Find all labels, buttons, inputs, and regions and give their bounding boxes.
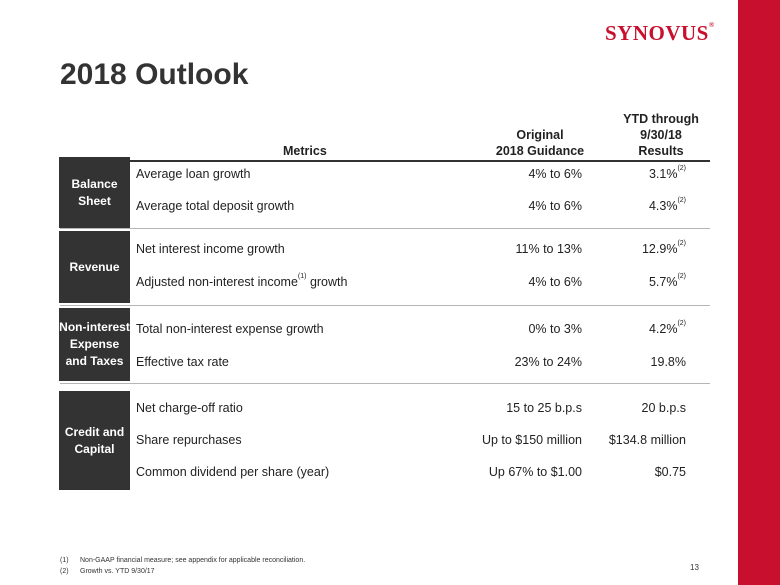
- section-divider: [60, 228, 710, 229]
- accent-bar: [738, 0, 780, 585]
- category-non-interest-expense: Non-interest Expense and Taxes: [59, 308, 130, 381]
- table-row: Average total deposit growth 4% to 6% 4.…: [136, 197, 686, 213]
- table-row: Net interest income growth 11% to 13% 12…: [136, 240, 686, 256]
- footnotes: (1) Non-GAAP financial measure; see appen…: [60, 555, 305, 577]
- header-rule: [60, 160, 710, 162]
- section-divider: [60, 305, 710, 306]
- table-row: Effective tax rate 23% to 24% 19.8%: [136, 355, 686, 369]
- table-row: Adjusted non-interest income(1) growth 4…: [136, 273, 686, 289]
- page-title: 2018 Outlook: [60, 58, 249, 91]
- original-column-header: Original 2018 Guidance: [495, 128, 585, 158]
- footnote: (1) Non-GAAP financial measure; see appen…: [60, 557, 306, 564]
- synovus-logo: SYNOVUS®: [605, 21, 715, 45]
- category-credit-and-capital: Credit and Capital: [59, 391, 130, 490]
- table-row: Total non-interest expense growth 0% to …: [136, 320, 686, 336]
- page-number: 13: [690, 563, 699, 572]
- category-revenue: Revenue: [59, 231, 130, 303]
- table-row: Net charge-off ratio 15 to 25 b.p.s 20 b…: [136, 401, 686, 415]
- table-row: Average loan growth 4% to 6% 3.1%(2): [136, 165, 686, 181]
- table-row: Common dividend per share (year) Up 67% …: [136, 465, 686, 479]
- category-balance-sheet: Balance Sheet: [59, 157, 130, 228]
- section-divider: [60, 383, 710, 384]
- metrics-column-header: Metrics: [283, 144, 327, 158]
- footnote: (2) Growth vs. YTD 9/30/17: [60, 568, 155, 575]
- table-row: Share repurchases Up to $150 million $13…: [136, 433, 686, 447]
- ytd-column-header: YTD through 9/30/18 Results: [623, 112, 699, 158]
